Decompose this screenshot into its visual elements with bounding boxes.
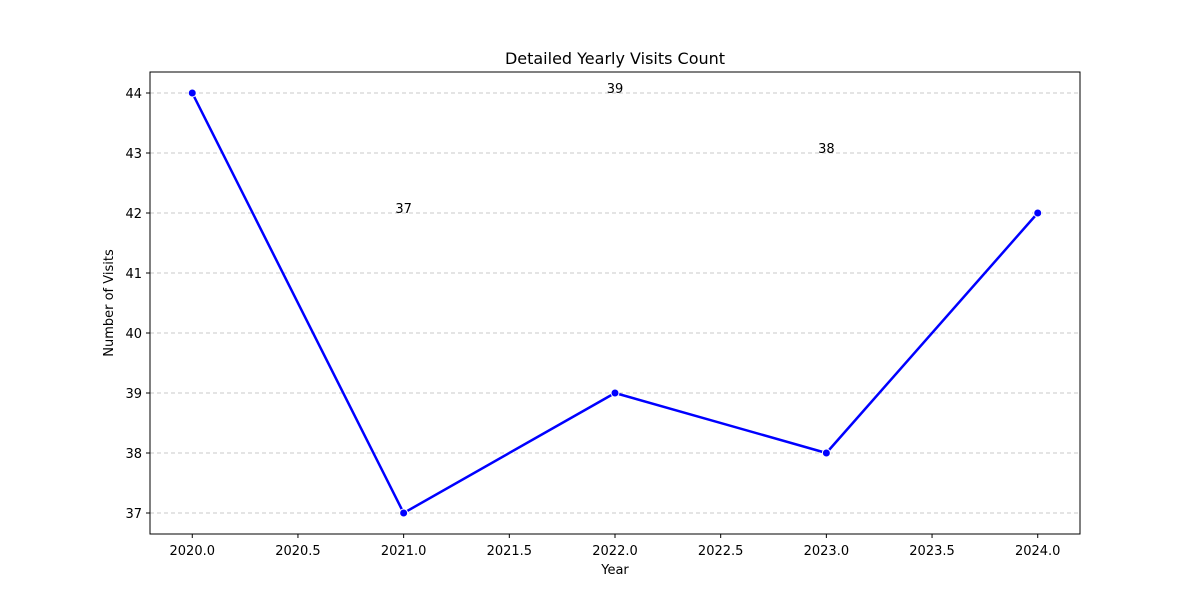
value-annotation: 39 (607, 82, 624, 97)
x-tick-label: 2022.5 (698, 544, 744, 559)
x-tick-label: 2024.0 (1015, 544, 1061, 559)
x-tick-label: 2021.0 (381, 544, 427, 559)
series-layer (187, 88, 1043, 518)
y-tick-label: 39 (125, 387, 142, 402)
x-axis: 2020.0 2020.5 2021.0 2021.5 2022.0 2022.5 2023… (170, 534, 1061, 559)
x-tick-label: 2023.5 (909, 544, 955, 559)
y-tick-label: 41 (125, 267, 142, 282)
value-annotation: 37 (395, 202, 412, 217)
y-tick-label: 42 (125, 207, 142, 222)
x-tick-label: 2022.0 (592, 544, 638, 559)
y-axis: 37 38 39 40 41 42 43 44 (125, 87, 150, 522)
annotations: 37 39 38 (395, 82, 834, 217)
x-tick-label: 2020.5 (275, 544, 321, 559)
y-tick-label: 38 (125, 447, 142, 462)
y-tick-label: 40 (125, 327, 142, 342)
data-point (1033, 208, 1043, 218)
data-point (187, 88, 197, 98)
y-tick-label: 37 (125, 507, 142, 522)
data-point (610, 388, 620, 398)
x-tick-label: 2023.0 (804, 544, 850, 559)
x-axis-label: Year (600, 563, 629, 578)
y-tick-label: 43 (125, 147, 142, 162)
y-tick-label: 44 (125, 87, 142, 102)
x-tick-label: 2021.5 (487, 544, 533, 559)
data-point (399, 508, 409, 518)
value-annotation: 38 (818, 142, 835, 157)
data-point (821, 448, 831, 458)
chart-title: Detailed Yearly Visits Count (505, 49, 725, 68)
gridlines (150, 92, 1080, 514)
y-axis-label: Number of Visits (102, 249, 117, 357)
x-tick-label: 2020.0 (170, 544, 216, 559)
